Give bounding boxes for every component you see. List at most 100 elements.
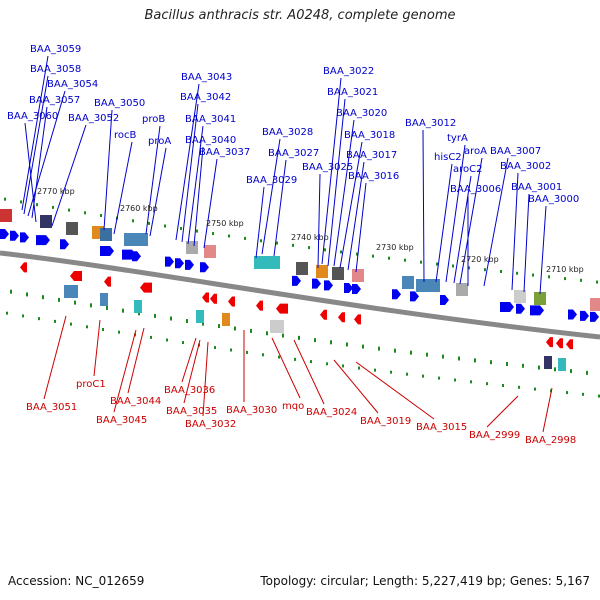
- forward-leader-line: [523, 193, 530, 293]
- forward-gene-arrow: [200, 262, 209, 273]
- tick-mark: [486, 382, 488, 386]
- tick-mark: [118, 330, 120, 334]
- forward-gene-arrow: [440, 295, 449, 306]
- tick-mark: [138, 311, 140, 316]
- tick-mark: [20, 200, 22, 204]
- domain-box: [0, 209, 12, 222]
- forward-leader-line: [347, 161, 365, 271]
- reverse-gene-label: BAA_3051: [26, 402, 77, 413]
- tick-mark: [182, 341, 184, 345]
- tick-mark: [278, 355, 280, 359]
- tick-mark: [70, 322, 72, 326]
- gene-labels: BAA_3059 BAA_3058 BAA_3054 BAA_3057 BAA_3060…: [7, 44, 579, 446]
- forward-gene-label: BAA_3043: [181, 72, 232, 83]
- forward-leader-line: [483, 157, 509, 287]
- forward-leader-line: [255, 186, 265, 259]
- tick-mark: [372, 254, 374, 258]
- tick-mark: [516, 271, 518, 275]
- forward-leader-line: [31, 106, 48, 219]
- forward-leader-line: [539, 205, 547, 295]
- forward-leader-line: [321, 77, 342, 265]
- scale-tick-label: 2710 kbp: [546, 265, 584, 274]
- reverse-gene-arrow: [104, 276, 111, 287]
- forward-leader-line: [355, 182, 367, 273]
- tick-mark: [458, 356, 460, 361]
- forward-gene-arrow: [312, 278, 321, 289]
- forward-gene-label: aroC2: [453, 164, 482, 175]
- domain-box: [402, 276, 414, 289]
- scale-tick-label: 2770 kbp: [37, 187, 75, 196]
- scale-tick-label: 2720 kbp: [461, 255, 499, 264]
- tick-mark: [122, 308, 124, 313]
- tick-mark: [266, 331, 268, 336]
- forward-gene-label: BAA_3016: [348, 171, 399, 182]
- forward-gene-label: proB: [142, 114, 165, 125]
- forward-gene-arrow: [410, 291, 419, 302]
- tick-mark: [132, 219, 134, 223]
- domain-box: [456, 283, 468, 296]
- reverse-gene-label: mqo: [282, 401, 304, 412]
- tick-mark: [378, 346, 380, 351]
- tick-mark: [86, 325, 88, 329]
- tick-mark: [522, 363, 524, 368]
- forward-leader-line: [181, 103, 199, 243]
- tick-mark: [68, 208, 70, 212]
- tick-mark: [324, 248, 326, 252]
- forward-gene-label: BAA_3037: [199, 147, 250, 158]
- forward-gene-label: BAA_3040: [185, 135, 236, 146]
- forward-gene-arrow: [580, 310, 589, 321]
- forward-gene-label: BAA_3000: [528, 194, 579, 205]
- reverse-leader-line: [113, 329, 137, 413]
- forward-gene-label: BAA_3020: [336, 108, 387, 119]
- tick-mark: [314, 338, 316, 343]
- forward-gene-label: BAA_3021: [327, 87, 378, 98]
- tick-mark: [470, 380, 472, 384]
- reverse-gene-arrow: [140, 282, 152, 293]
- reverse-gene-arrow: [256, 300, 263, 311]
- tick-mark: [358, 366, 360, 370]
- domain-box: [64, 285, 78, 298]
- domain-box: [66, 222, 78, 235]
- forward-leader-line: [317, 173, 321, 269]
- forward-gene-label: BAA_3028: [262, 127, 313, 138]
- forward-gene-arrow: [530, 305, 544, 316]
- forward-gene-label: BAA_3050: [94, 98, 145, 109]
- scale-tick-label: 2740 kbp: [291, 233, 329, 242]
- tick-mark: [484, 268, 486, 272]
- tick-mark: [310, 360, 312, 364]
- forward-leader-line: [339, 141, 363, 269]
- tick-mark: [292, 243, 294, 247]
- tick-mark: [212, 232, 214, 236]
- forward-gene-arrow: [175, 258, 184, 269]
- forward-gene-label: BAA_3027: [268, 148, 319, 159]
- forward-gene-label: BAA_3006: [450, 184, 501, 195]
- tick-mark: [598, 394, 600, 398]
- forward-leader-line: [103, 109, 113, 231]
- forward-gene-label: aroA: [464, 146, 487, 157]
- tick-mark: [10, 289, 12, 294]
- reverse-gene-arrow: [338, 312, 345, 323]
- tick-mark: [596, 280, 598, 284]
- reverse-gene-arrow: [546, 337, 553, 348]
- forward-gene-label: BAA_3052: [68, 113, 119, 124]
- forward-leader-line: [175, 83, 200, 241]
- forward-leader-line: [21, 55, 49, 211]
- tick-mark: [276, 241, 278, 245]
- reverse-leader-line: [293, 339, 325, 405]
- domain-box: [100, 228, 112, 241]
- tick-mark: [26, 292, 28, 297]
- domain-box: [40, 215, 52, 228]
- forward-gene-label: BAA_3007: [490, 146, 541, 157]
- domain-box: [196, 310, 204, 323]
- domain-box: [124, 233, 148, 246]
- tick-mark: [518, 385, 520, 389]
- tick-mark: [390, 370, 392, 374]
- tick-mark: [388, 256, 390, 260]
- forward-gene-label: BAA_3025: [302, 162, 353, 173]
- tick-mark: [566, 391, 568, 395]
- forward-gene-label: BAA_3029: [246, 175, 297, 186]
- forward-gene-arrow: [10, 230, 19, 241]
- domain-box: [352, 269, 364, 282]
- domain-box: [254, 256, 280, 269]
- tick-mark: [148, 221, 150, 225]
